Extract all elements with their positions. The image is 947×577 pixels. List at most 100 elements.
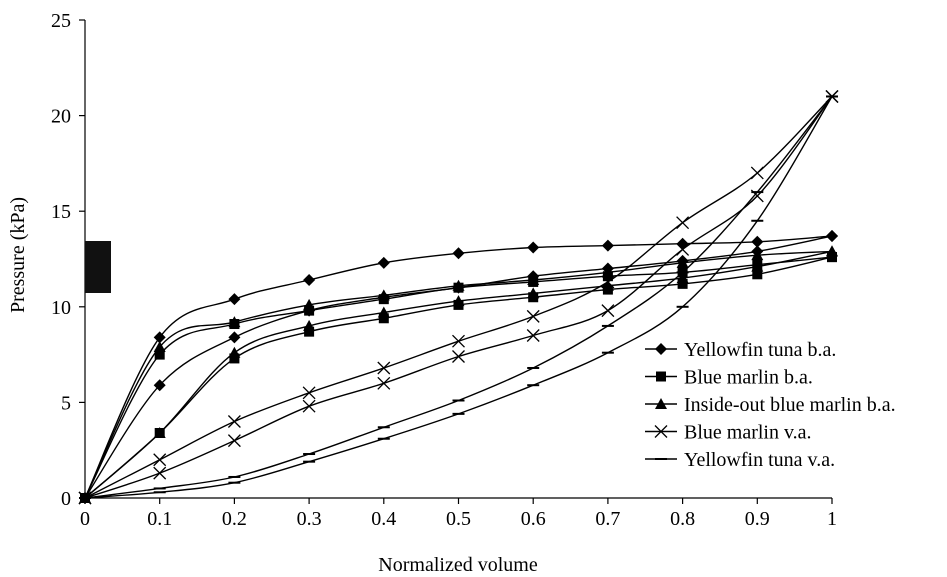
axes bbox=[84, 20, 832, 499]
data-point-square bbox=[229, 353, 240, 364]
data-point-triangle bbox=[826, 245, 838, 257]
data-point-diamond bbox=[527, 241, 540, 254]
series-unloading-line bbox=[84, 96, 833, 499]
x-tick-label: 0.1 bbox=[147, 508, 172, 530]
data-point-diamond bbox=[153, 379, 166, 392]
y-axis-title: Pressure (kPa) bbox=[7, 197, 29, 313]
x-axis-title: Normalized volume bbox=[378, 554, 538, 576]
y-tick-label: 25 bbox=[51, 10, 71, 32]
x-tick-label: 0.8 bbox=[670, 508, 695, 530]
data-point-square bbox=[677, 278, 688, 289]
data-point-triangle bbox=[303, 319, 316, 331]
data-point-square bbox=[154, 349, 165, 360]
data-point-x bbox=[676, 242, 690, 256]
legend-marker-diamond bbox=[655, 343, 667, 355]
data-point-x bbox=[302, 386, 316, 400]
data-point-x bbox=[153, 466, 167, 480]
data-point-triangle bbox=[527, 287, 540, 299]
series-3 bbox=[79, 245, 838, 503]
x-tick-label: 0.7 bbox=[595, 508, 620, 530]
series-loading-line bbox=[84, 250, 833, 499]
data-point-triangle bbox=[751, 249, 764, 261]
data-point-square bbox=[752, 269, 763, 280]
data-point-x bbox=[601, 275, 615, 289]
data-point-triangle bbox=[377, 289, 390, 301]
legend-marker-x bbox=[654, 425, 668, 438]
data-point-x bbox=[227, 415, 241, 428]
series-unloading-line bbox=[84, 250, 833, 499]
legend-item: Yellowfin tuna b.a. bbox=[645, 339, 836, 361]
data-point-x bbox=[601, 304, 615, 318]
x-tick-label: 0 bbox=[80, 508, 90, 530]
data-point-diamond bbox=[676, 237, 689, 250]
x-tick-label: 0.4 bbox=[371, 508, 396, 530]
data-point-x bbox=[153, 453, 167, 467]
data-point-x bbox=[227, 434, 241, 448]
series-layer bbox=[78, 90, 839, 505]
data-point-triangle bbox=[153, 340, 166, 352]
data-point-triangle bbox=[228, 346, 241, 358]
series-loading-line bbox=[84, 96, 833, 499]
data-point-diamond bbox=[826, 230, 838, 243]
y-tick-label: 5 bbox=[61, 392, 71, 414]
x-tick-label: 0.3 bbox=[297, 508, 322, 530]
data-point-diamond bbox=[751, 235, 764, 248]
data-point-x bbox=[526, 329, 540, 342]
data-point-x bbox=[526, 309, 540, 323]
data-point-x bbox=[377, 361, 391, 375]
data-point-triangle bbox=[751, 260, 764, 272]
legend-item: Blue marlin b.a. bbox=[645, 367, 813, 389]
y-axis-ticks: 0 5 10 15 20 25 bbox=[51, 10, 85, 510]
series-unloading-line bbox=[84, 256, 833, 499]
legend-label: Blue marlin b.a. bbox=[684, 367, 813, 389]
y-tick-label: 20 bbox=[51, 106, 71, 128]
x-tick-label: 1 bbox=[827, 508, 837, 530]
data-point-triangle bbox=[676, 272, 689, 284]
data-point-x bbox=[302, 399, 316, 413]
y-tick-label: 0 bbox=[61, 488, 71, 510]
data-point-square bbox=[378, 313, 389, 324]
data-point-x bbox=[377, 376, 391, 390]
series-unloading-line bbox=[84, 96, 833, 499]
x-axis-ticks: 0 0.1 0.2 0.3 0.4 0.5 0.6 0.7 0.8 0.9 1 bbox=[80, 498, 837, 530]
y-tick-label: 10 bbox=[51, 297, 71, 319]
series-5 bbox=[79, 95, 838, 499]
data-point-triangle bbox=[676, 256, 689, 268]
data-point-x bbox=[750, 166, 764, 180]
legend-item: Yellowfin tuna v.a. bbox=[645, 449, 835, 471]
data-point-triangle bbox=[601, 266, 614, 278]
legend-item: Inside-out blue marlin b.a. bbox=[645, 394, 896, 416]
series-loading-line bbox=[84, 96, 833, 499]
data-point-x bbox=[452, 334, 465, 348]
data-point-triangle bbox=[452, 295, 465, 307]
data-point-diamond bbox=[228, 293, 241, 306]
data-point-x bbox=[452, 350, 465, 363]
data-point-diamond bbox=[153, 331, 166, 344]
series-unloading-line bbox=[84, 235, 833, 499]
data-point-triangle bbox=[228, 316, 241, 328]
data-point-triangle bbox=[153, 426, 166, 438]
data-point-diamond bbox=[452, 247, 465, 260]
data-point-diamond bbox=[303, 274, 316, 287]
x-tick-label: 0.5 bbox=[446, 508, 471, 530]
legend-label: Blue marlin v.a. bbox=[684, 422, 812, 444]
legend-label: Yellowfin tuna v.a. bbox=[684, 449, 835, 471]
data-point-square bbox=[304, 326, 315, 337]
legend: Yellowfin tuna b.a. Blue marlin b.a. Insid… bbox=[645, 339, 896, 471]
pressure-range-marker bbox=[85, 241, 111, 293]
data-point-diamond bbox=[228, 331, 241, 344]
data-point-triangle bbox=[601, 279, 614, 291]
x-tick-label: 0.6 bbox=[521, 508, 546, 530]
x-tick-label: 0.2 bbox=[222, 508, 247, 530]
legend-item: Blue marlin v.a. bbox=[645, 422, 812, 444]
data-point-square bbox=[827, 252, 837, 263]
legend-label: Yellowfin tuna b.a. bbox=[684, 339, 836, 361]
legend-marker-square bbox=[656, 371, 666, 382]
data-point-triangle bbox=[303, 298, 316, 310]
data-point-triangle bbox=[527, 274, 540, 286]
y-tick-label: 15 bbox=[51, 201, 71, 223]
data-point-square bbox=[304, 305, 315, 316]
data-point-diamond bbox=[377, 256, 390, 269]
data-point-diamond bbox=[601, 239, 614, 252]
